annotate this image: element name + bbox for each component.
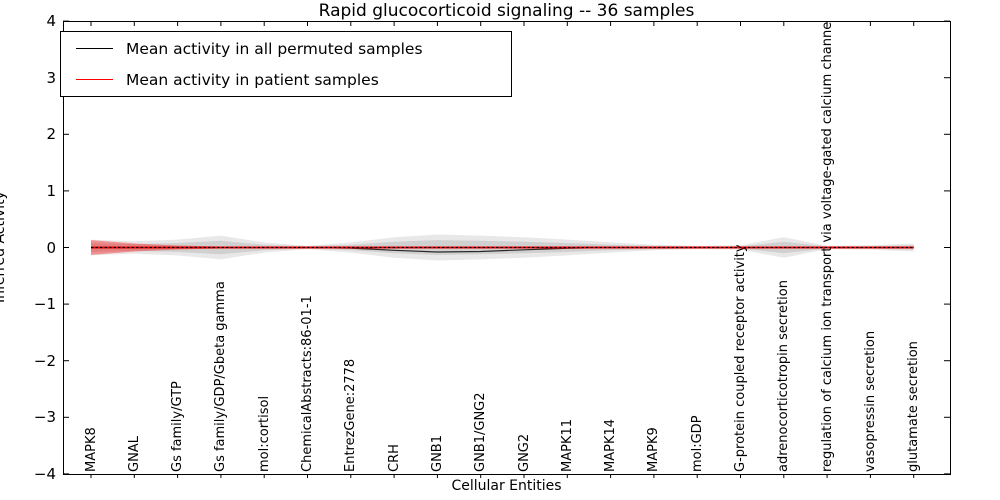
y-tick-label: −1 xyxy=(33,295,56,314)
y-tick-label: 2 xyxy=(46,125,56,144)
legend-entry: Mean activity in patient samples xyxy=(61,64,511,95)
legend-line-sample xyxy=(76,79,113,80)
y-tick-label: 4 xyxy=(46,12,56,31)
y-axis-label: Inferred Activity xyxy=(0,191,8,303)
legend-line-sample xyxy=(76,48,113,49)
y-tick-label: −2 xyxy=(33,351,56,370)
legend: Mean activity in all permuted samples Mea… xyxy=(60,31,512,97)
legend-label: Mean activity in patient samples xyxy=(126,70,379,89)
x-axis-label: Cellular Entities xyxy=(451,478,562,494)
chart-title: Rapid glucocorticoid signaling -- 36 sam… xyxy=(318,1,695,21)
y-tick-label: 3 xyxy=(46,68,56,87)
y-tick-label: 0 xyxy=(46,238,56,257)
y-tick-label: −4 xyxy=(33,464,56,483)
legend-label: Mean activity in all permuted samples xyxy=(126,39,423,58)
legend-entry: Mean activity in all permuted samples xyxy=(61,33,511,64)
y-tick-label: 1 xyxy=(46,181,56,200)
y-tick-label: −3 xyxy=(33,408,56,427)
